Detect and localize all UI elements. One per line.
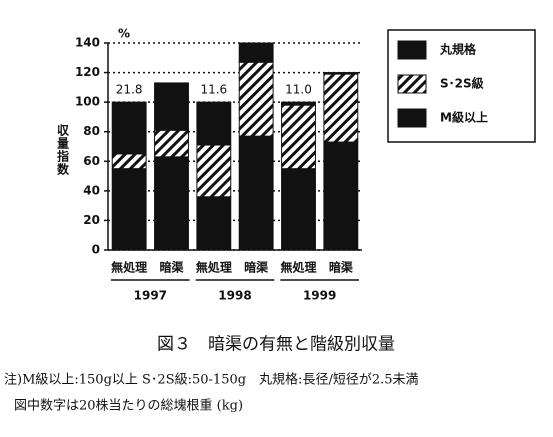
note: 注)M級以上:150g以上 S･2S級:50-150g 丸規格:長径/短径が2.… — [4, 372, 419, 388]
y-tick-label: 80 — [83, 124, 100, 138]
bar-segment — [196, 196, 232, 251]
legend-swatch — [397, 108, 427, 128]
annotation: 11.0 — [285, 83, 312, 97]
group-label: 1998 — [218, 289, 251, 303]
legend-label: M級以上 — [440, 110, 488, 125]
bar-segment — [154, 156, 189, 251]
legend-box — [387, 29, 536, 143]
y-tick-label: 20 — [83, 213, 100, 227]
bar-segment — [323, 141, 359, 251]
bar-segment — [281, 168, 316, 251]
annotation: 21.8 — [116, 83, 143, 97]
x-tick-label: 無処理 — [280, 260, 316, 275]
x-tick-label: 暗渠 — [329, 260, 353, 275]
x-tick-label: 無処理 — [196, 260, 232, 275]
y-tick-label: 100 — [75, 95, 100, 109]
bar-segment — [238, 135, 274, 251]
y-tick-label: 60 — [83, 154, 100, 168]
y-tick-label: 0 — [92, 243, 100, 257]
group-label: 1999 — [303, 289, 336, 303]
legend-swatch — [397, 40, 427, 60]
bar-segment — [196, 144, 232, 198]
bar-segment — [238, 42, 274, 63]
annotation: 11.6 — [200, 83, 227, 97]
bar-segment — [111, 153, 147, 170]
legend-label: 丸規格 — [439, 42, 477, 57]
y-axis-label: 収量指数 — [56, 124, 70, 176]
group-label: 1997 — [134, 289, 167, 303]
bar-segment — [154, 129, 189, 158]
x-tick-label: 無処理 — [111, 260, 147, 275]
x-tick-label: 暗渠 — [159, 260, 183, 275]
bar-segment — [111, 168, 147, 251]
bar-segment — [111, 101, 147, 155]
bar-segment — [196, 101, 232, 146]
bar-segment — [323, 73, 359, 143]
bar-segment — [154, 82, 189, 131]
note: 図中数字は20株当たりの総塊根重 (kg) — [14, 398, 243, 414]
bar-segment — [281, 101, 316, 106]
legend-label: S･2S級 — [440, 76, 484, 91]
x-tick-label: 暗渠 — [244, 260, 268, 275]
y-tick-label: 120 — [75, 65, 100, 79]
y-tick-label: 140 — [75, 36, 100, 50]
unit-label: % — [118, 27, 130, 41]
y-tick-label: 40 — [83, 183, 100, 197]
bar-segment — [281, 104, 316, 170]
bar-segment — [238, 61, 274, 137]
caption: 図３ 暗渠の有無と階級別収量 — [157, 335, 395, 355]
bar-segment — [323, 72, 359, 75]
legend-swatch — [397, 74, 427, 94]
